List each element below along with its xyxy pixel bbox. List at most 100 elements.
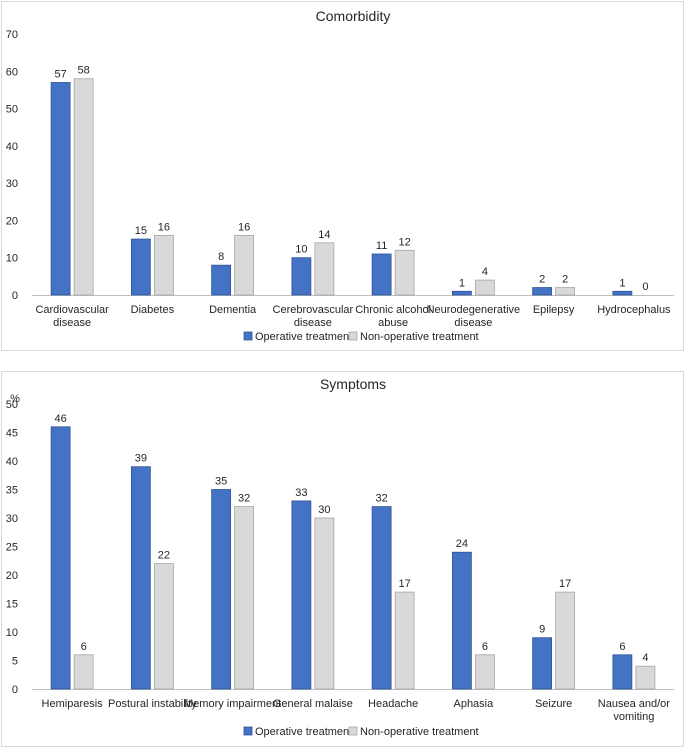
category-label: Cerebrovascular disease xyxy=(273,304,354,329)
category-label-line: Cardiovascular xyxy=(35,304,109,316)
bar-operative xyxy=(532,287,553,296)
category-label: Seizure xyxy=(535,698,572,710)
data-label: 2 xyxy=(562,274,568,286)
category-label: Dementia xyxy=(209,304,257,316)
category-label-line: Headache xyxy=(368,698,418,710)
category-label-line: disease xyxy=(294,317,332,329)
bar-operative xyxy=(291,500,312,690)
category-label: Nausea and/or vomiting xyxy=(598,698,670,723)
data-label: 33 xyxy=(295,487,307,499)
data-label: 22 xyxy=(158,550,170,562)
data-label: 6 xyxy=(81,641,87,653)
category-label-line: Postural instability xyxy=(108,698,197,710)
chart-legend: Operative treatment Non-operative treatme… xyxy=(243,726,479,738)
legend-label-non-operative: Non-operative treatment xyxy=(360,331,479,343)
category-label-line: Cerebrovascular xyxy=(273,304,354,316)
bar-non-operative xyxy=(234,506,255,690)
category-label-line: Neurodegenerative xyxy=(427,304,521,316)
category-label: Diabetes xyxy=(131,304,175,316)
y-tick-label: 20 xyxy=(6,570,18,582)
bar-non-operative xyxy=(474,654,495,690)
bar-operative xyxy=(50,82,71,296)
data-label: 15 xyxy=(135,225,147,237)
y-tick-label: 10 xyxy=(6,253,18,265)
category-label-line: disease xyxy=(454,317,492,329)
y-tick-label: 70 xyxy=(6,29,18,41)
bar-non-operative xyxy=(314,517,335,690)
data-label: 16 xyxy=(238,221,250,233)
bar-operative xyxy=(451,551,472,690)
y-tick-label: 10 xyxy=(6,627,18,639)
category-label-line: vomiting xyxy=(613,711,654,723)
data-label: 4 xyxy=(642,652,648,664)
data-label: 14 xyxy=(318,229,330,241)
y-tick-label: 30 xyxy=(6,513,18,525)
data-label: 10 xyxy=(295,244,307,256)
data-label: 16 xyxy=(158,221,170,233)
category-label-line: disease xyxy=(53,317,91,329)
bar-operative xyxy=(130,238,151,296)
category-label-line: Chronic alcohol xyxy=(355,304,431,316)
legend-label-non-operative: Non-operative treatment xyxy=(360,726,479,738)
category-label-line: General malaise xyxy=(273,698,353,710)
bar-operative xyxy=(451,290,472,296)
data-label: 30 xyxy=(318,504,330,516)
data-label: 32 xyxy=(376,493,388,505)
bar-non-operative xyxy=(635,665,656,690)
bar-operative xyxy=(612,654,633,690)
category-label: Epilepsy xyxy=(533,304,575,316)
y-tick-label: 60 xyxy=(6,66,18,78)
bar-non-operative xyxy=(153,563,174,690)
category-label: General malaise xyxy=(273,698,353,710)
data-label: 6 xyxy=(482,641,488,653)
category-label: Hydrocephalus xyxy=(597,304,671,316)
bar-operative xyxy=(50,426,71,690)
bar-operative xyxy=(211,264,232,296)
bar-operative xyxy=(130,466,151,690)
legend-swatch-non-operative xyxy=(348,726,358,736)
data-label: 32 xyxy=(238,493,250,505)
bar-non-operative xyxy=(555,591,576,690)
category-label: Chronic alcohol abuse xyxy=(355,304,431,329)
y-tick-label: 50 xyxy=(6,104,18,116)
bar-non-operative xyxy=(153,234,174,296)
data-label: 4 xyxy=(482,266,488,278)
y-tick-label: 20 xyxy=(6,215,18,227)
category-label-line: Hydrocephalus xyxy=(597,304,671,316)
bar-non-operative xyxy=(394,249,415,296)
data-label: 17 xyxy=(559,578,571,590)
bar-non-operative xyxy=(474,279,495,296)
y-tick-label: 0 xyxy=(12,290,18,302)
bar-non-operative xyxy=(73,78,94,296)
legend-swatch-operative xyxy=(243,726,253,736)
category-label: Cardiovascular disease xyxy=(35,304,109,329)
legend-label-operative: Operative treatment xyxy=(255,331,352,343)
y-tick-label: 45 xyxy=(6,428,18,440)
data-label: 17 xyxy=(399,578,411,590)
y-tick-label: 40 xyxy=(6,141,18,153)
bar-operative xyxy=(291,257,312,296)
bar-non-operative xyxy=(73,654,94,690)
bar-non-operative xyxy=(555,287,576,296)
y-tick-label: 50 xyxy=(6,399,18,411)
y-tick-label: 35 xyxy=(6,485,18,497)
bar-operative xyxy=(612,290,633,296)
data-label: 35 xyxy=(215,476,227,488)
category-label: Hemiparesis xyxy=(42,698,104,710)
legend-swatch-operative xyxy=(243,331,253,341)
bar-operative xyxy=(371,253,392,296)
y-tick-label: 25 xyxy=(6,542,18,554)
category-label-line: Seizure xyxy=(535,698,572,710)
category-label: Headache xyxy=(368,698,418,710)
y-tick-label: 30 xyxy=(6,178,18,190)
category-label: Aphasia xyxy=(453,698,494,710)
category-label-line: abuse xyxy=(378,317,408,329)
data-label: 11 xyxy=(376,240,387,252)
chart-title: Symptoms xyxy=(320,376,386,392)
legend-swatch-non-operative xyxy=(348,331,358,341)
chart-legend: Operative treatment Non-operative treatme… xyxy=(243,331,479,343)
data-label: 8 xyxy=(218,251,224,263)
y-tick-label: 5 xyxy=(12,656,18,668)
bar-operative xyxy=(371,506,392,690)
